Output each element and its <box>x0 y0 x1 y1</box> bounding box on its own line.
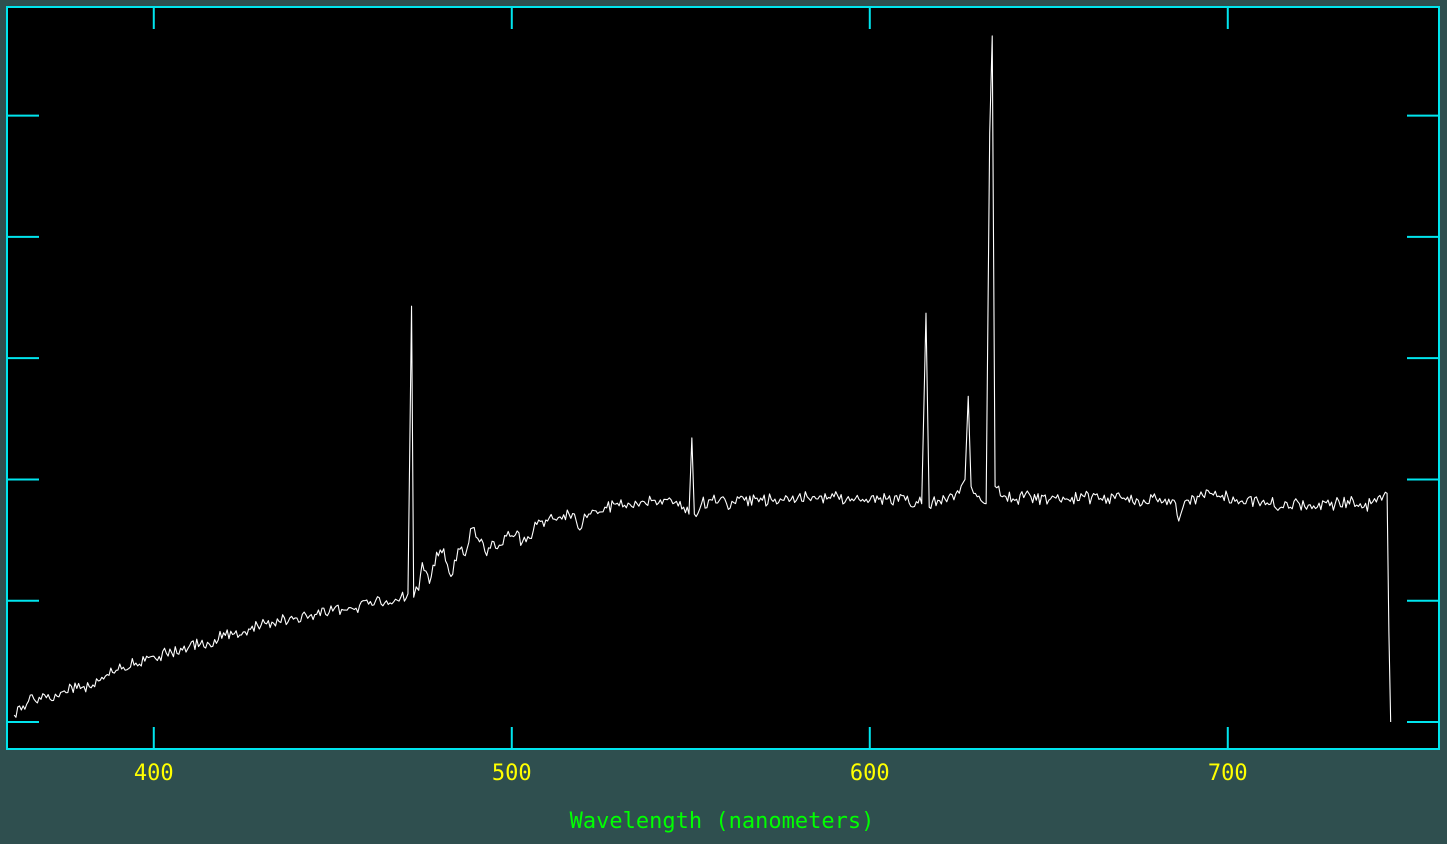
x-tick-label: 600 <box>850 761 890 786</box>
x-tick-labels: 400 500 600 700 <box>134 761 1248 786</box>
tick-marks <box>7 7 1439 749</box>
plot-frame <box>6 6 1440 750</box>
x-tick-label: 400 <box>134 761 174 786</box>
plot-area <box>7 7 1439 749</box>
x-tick-label: 700 <box>1208 761 1248 786</box>
series-layer <box>13 35 1392 723</box>
spectrum-line <box>13 35 1392 723</box>
x-axis-title: Wavelength (nanometers) <box>570 809 875 834</box>
x-tick-label: 500 <box>492 761 532 786</box>
